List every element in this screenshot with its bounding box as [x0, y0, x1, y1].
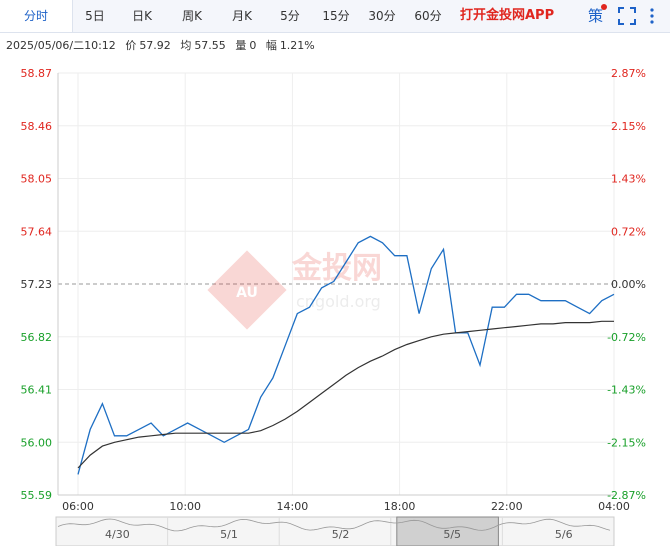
y-tick-label: 56.82	[21, 331, 53, 344]
navigator-label: 5/6	[555, 528, 573, 541]
average-value: 57.55	[194, 39, 226, 52]
price-line	[77, 235, 615, 475]
navigator-window[interactable]	[396, 516, 499, 546]
y-tick-label: 56.41	[21, 384, 53, 397]
y-tick-label: 57.64	[21, 225, 53, 238]
x-tick-label: 06:00	[62, 500, 94, 513]
navigator-label: 5/5	[443, 528, 461, 541]
navigator-track[interactable]	[55, 516, 615, 546]
x-tick-label: 10:00	[169, 500, 201, 513]
notification-dot	[601, 4, 607, 10]
y-tick-label: 58.46	[21, 120, 53, 133]
pct-tick-label: 2.15%	[611, 120, 646, 133]
y-tick-label: 58.87	[21, 67, 53, 80]
pct-tick-label: 0.00%	[611, 278, 646, 291]
y-tick-label: 55.59	[21, 489, 53, 502]
tab-15min[interactable]: 15分	[322, 9, 350, 23]
timeframe-tabs: 分时 5日 日K 周K 月K 5分 15分 30分 60分	[0, 0, 670, 33]
pct-tick-label: -0.72%	[607, 331, 646, 344]
more-menu-icon[interactable]	[646, 0, 658, 32]
x-tick-label: 18:00	[384, 500, 416, 513]
tab-intraday[interactable]: 分时	[0, 0, 73, 32]
average-line	[77, 320, 614, 469]
tab-60min[interactable]: 60分	[414, 9, 442, 23]
y-tick-label: 56.00	[21, 436, 53, 449]
pct-tick-label: 1.43%	[611, 173, 646, 186]
quote-datetime: 2025/05/06/二10:12	[6, 39, 116, 52]
strategy-button[interactable]: 策	[588, 7, 604, 25]
pct-tick-label: -2.15%	[607, 436, 646, 449]
y-tick-label: 58.05	[21, 173, 53, 186]
tab-daily-k[interactable]: 日K	[132, 9, 152, 23]
pct-tick-label: 0.72%	[611, 225, 646, 238]
pct-tick-label: -1.43%	[607, 384, 646, 397]
watermark-url: cngold.org	[296, 292, 381, 311]
tab-5day[interactable]: 5日	[85, 9, 105, 23]
navigator-label: 5/1	[220, 528, 238, 541]
navigator-label: 4/30	[105, 528, 130, 541]
pct-tick-label: -2.87%	[607, 489, 646, 502]
change-value: 1.21%	[279, 39, 315, 52]
y-tick-label: 57.23	[21, 278, 53, 291]
watermark-badge: AU	[236, 285, 258, 301]
navigator-label: 5/2	[332, 528, 350, 541]
x-tick-label: 04:00	[598, 500, 630, 513]
watermark-text: 金投网	[291, 251, 382, 286]
open-app-link[interactable]: 打开金投网APP	[460, 8, 555, 23]
x-tick-label: 22:00	[491, 500, 523, 513]
change-label: 幅	[265, 39, 277, 52]
watermark: AU 金投网 cngold.org	[207, 250, 382, 330]
tab-30min[interactable]: 30分	[368, 9, 396, 23]
tab-5min[interactable]: 5分	[280, 9, 300, 23]
tab-weekly-k[interactable]: 周K	[182, 9, 202, 23]
volume-value: 0	[249, 39, 257, 52]
fullscreen-icon[interactable]	[617, 6, 637, 26]
pct-tick-label: 2.87%	[611, 67, 646, 80]
navigator-sparkline	[57, 518, 611, 532]
x-tick-label: 14:00	[277, 500, 309, 513]
price-label: 价	[125, 39, 137, 52]
volume-label: 量	[235, 39, 247, 52]
tab-monthly-k[interactable]: 月K	[232, 9, 252, 23]
price-value: 57.92	[139, 39, 171, 52]
average-label: 均	[180, 39, 192, 52]
